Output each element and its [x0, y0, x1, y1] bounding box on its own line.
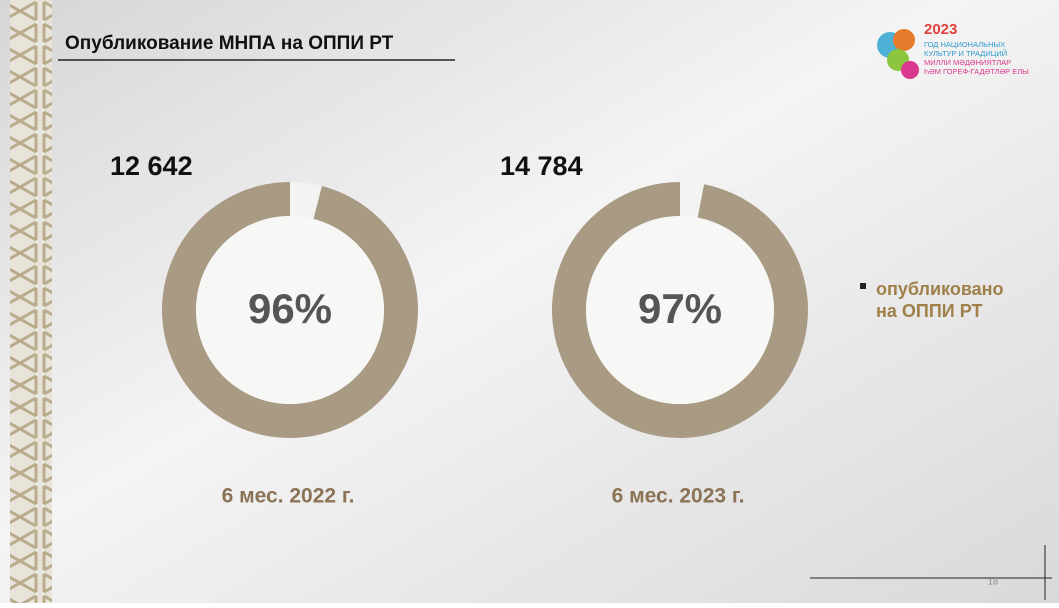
logo-year: 2023 — [924, 21, 957, 38]
legend: опубликовано на ОППИ РТ — [876, 279, 1004, 321]
donut-hole — [196, 216, 384, 404]
total-label: 14 784 — [500, 151, 583, 181]
logo-icon — [901, 61, 919, 79]
logo-line: ГОД НАЦИОНАЛЬНЫХ — [924, 40, 1005, 49]
legend-marker — [860, 283, 866, 289]
logo-icon — [893, 29, 915, 51]
period-label: 6 мес. 2022 г. — [222, 485, 355, 508]
donut-hole — [586, 216, 774, 404]
logo: 2023 ГОД НАЦИОНАЛЬНЫХ КУЛЬТУР И ТРАДИЦИЙ… — [877, 21, 1029, 79]
percent-label: 97% — [638, 285, 722, 332]
page-number: 18 — [988, 576, 998, 586]
ornament — [10, 0, 52, 603]
total-label: 12 642 — [110, 151, 193, 181]
logo-line: ҺӘМ ГОРЕФ-ГАДӘТЛӘР ЕЛЫ — [924, 67, 1029, 76]
percent-label: 96% — [248, 285, 332, 332]
logo-line: КУЛЬТУР И ТРАДИЦИЙ — [924, 49, 1007, 58]
logo-line: МИЛЛИ МӘДӘНИЯТЛАР — [924, 58, 1011, 67]
donut-slice — [290, 182, 322, 219]
title: Опубликование МНПА на ОППИ РТ — [65, 33, 394, 54]
period-label: 6 мес. 2023 г. — [612, 485, 745, 508]
legend-text: опубликовано на ОППИ РТ — [876, 279, 1004, 321]
donut-slice — [680, 182, 704, 218]
